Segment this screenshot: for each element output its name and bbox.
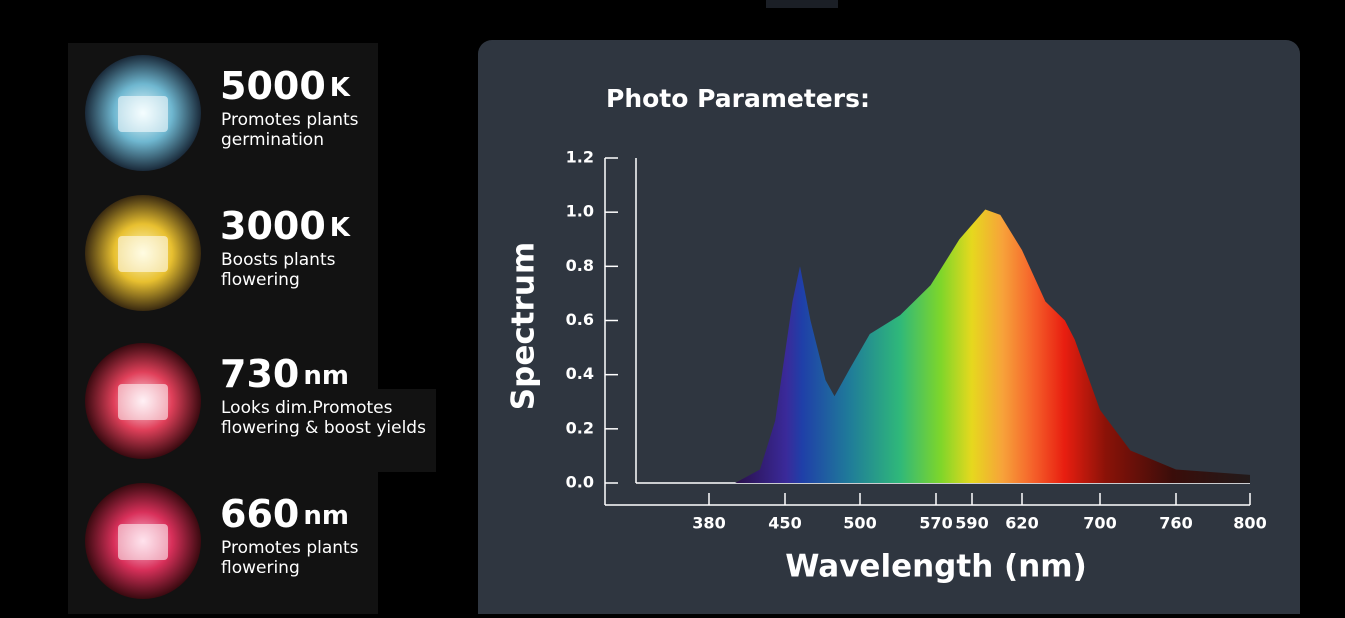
chart-title: Photo Parameters: — [606, 84, 870, 113]
x-tick-label: 700 — [1083, 514, 1116, 533]
feature-desc: flowering — [221, 558, 300, 578]
feature-panel-ext — [370, 389, 436, 472]
feature-number: 730 — [220, 352, 299, 396]
feature-desc: germination — [221, 130, 324, 150]
feature-value: 730 nm — [220, 352, 349, 396]
feature-desc: Looks dim.Promotes — [221, 398, 393, 418]
y-tick-label: 0.2 — [566, 418, 594, 437]
y-tick-label: 0.6 — [566, 310, 594, 329]
feature-number: 3000 — [220, 204, 326, 248]
feature-unit: K — [330, 73, 351, 103]
y-tick-label: 0.8 — [566, 256, 594, 275]
x-tick-label: 380 — [692, 514, 725, 533]
y-tick-label: 1.2 — [566, 148, 594, 167]
spectrum-area — [735, 209, 1250, 483]
feature-desc: Promotes plants — [221, 110, 359, 130]
x-tick-label: 500 — [843, 514, 876, 533]
chip — [118, 524, 168, 560]
y-axis-label: Spectrum — [506, 242, 542, 410]
x-axis-label: Wavelength (nm) — [785, 549, 1087, 585]
feature-value: 660 nm — [220, 492, 349, 536]
x-tick-label: 570 — [919, 514, 952, 533]
y-tick-label: 0.4 — [566, 364, 594, 383]
y-tick-label: 1.0 — [566, 202, 594, 221]
feature-desc: Boosts plants — [221, 250, 336, 270]
x-tick-label: 450 — [768, 514, 801, 533]
feature-unit: nm — [303, 501, 349, 531]
feature-unit: K — [330, 213, 351, 243]
y-tick-label: 0.0 — [566, 473, 594, 492]
feature-number: 5000 — [220, 64, 326, 108]
x-tick-label: 620 — [1005, 514, 1038, 533]
x-tick-label: 760 — [1159, 514, 1192, 533]
feature-number: 660 — [220, 492, 299, 536]
chip — [118, 236, 168, 272]
feature-desc: flowering & boost yields — [221, 418, 426, 438]
chip — [118, 384, 168, 420]
feature-desc: flowering — [221, 270, 300, 290]
feature-desc: Promotes plants — [221, 538, 359, 558]
feature-unit: nm — [303, 361, 349, 391]
chip — [118, 96, 168, 132]
feature-value: 5000 K — [220, 64, 351, 108]
top-tab — [766, 0, 838, 8]
x-tick-label: 800 — [1233, 514, 1266, 533]
feature-value: 3000 K — [220, 204, 351, 248]
x-tick-label: 590 — [955, 514, 988, 533]
